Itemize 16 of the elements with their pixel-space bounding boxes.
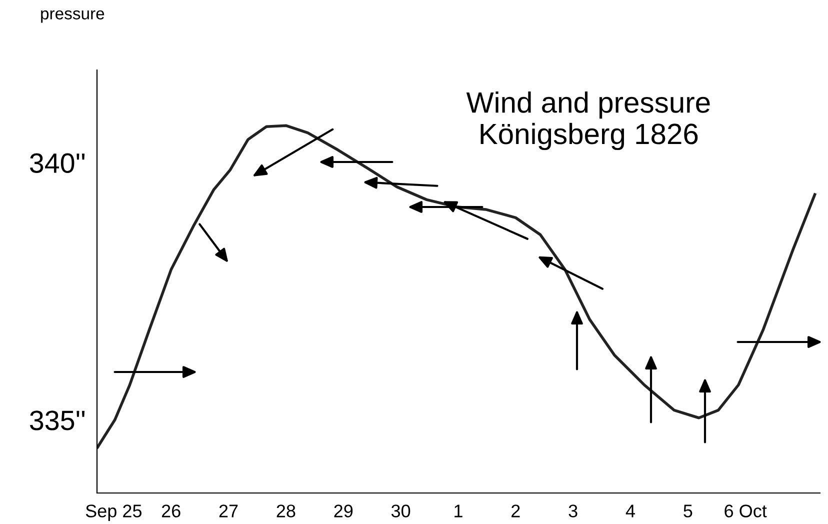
x-tick-label: 4 (626, 504, 635, 518)
x-tick-label: 27 (219, 504, 238, 518)
x-tick-label: 5 (684, 504, 692, 518)
x-tick-label: 30 (391, 504, 410, 518)
x-tick-label: Sep 25 (86, 504, 142, 521)
text: Wind and pressure Königsberg 1826 (466, 91, 710, 150)
x-tick-label: 2 (512, 504, 520, 518)
x-tick-label: 1 (454, 504, 462, 518)
x-tick-label: 6 Oct (724, 504, 767, 518)
x-tick-label: 26 (162, 504, 180, 518)
y-tick-label: 335'' (30, 410, 84, 430)
x-tick-label: 28 (276, 504, 296, 518)
y-tick-label: 340'' (30, 153, 84, 173)
x-tick-label: 3 (568, 504, 578, 518)
x-tick-label: 29 (334, 504, 353, 518)
y-axis-title: pressure (41, 10, 104, 23)
